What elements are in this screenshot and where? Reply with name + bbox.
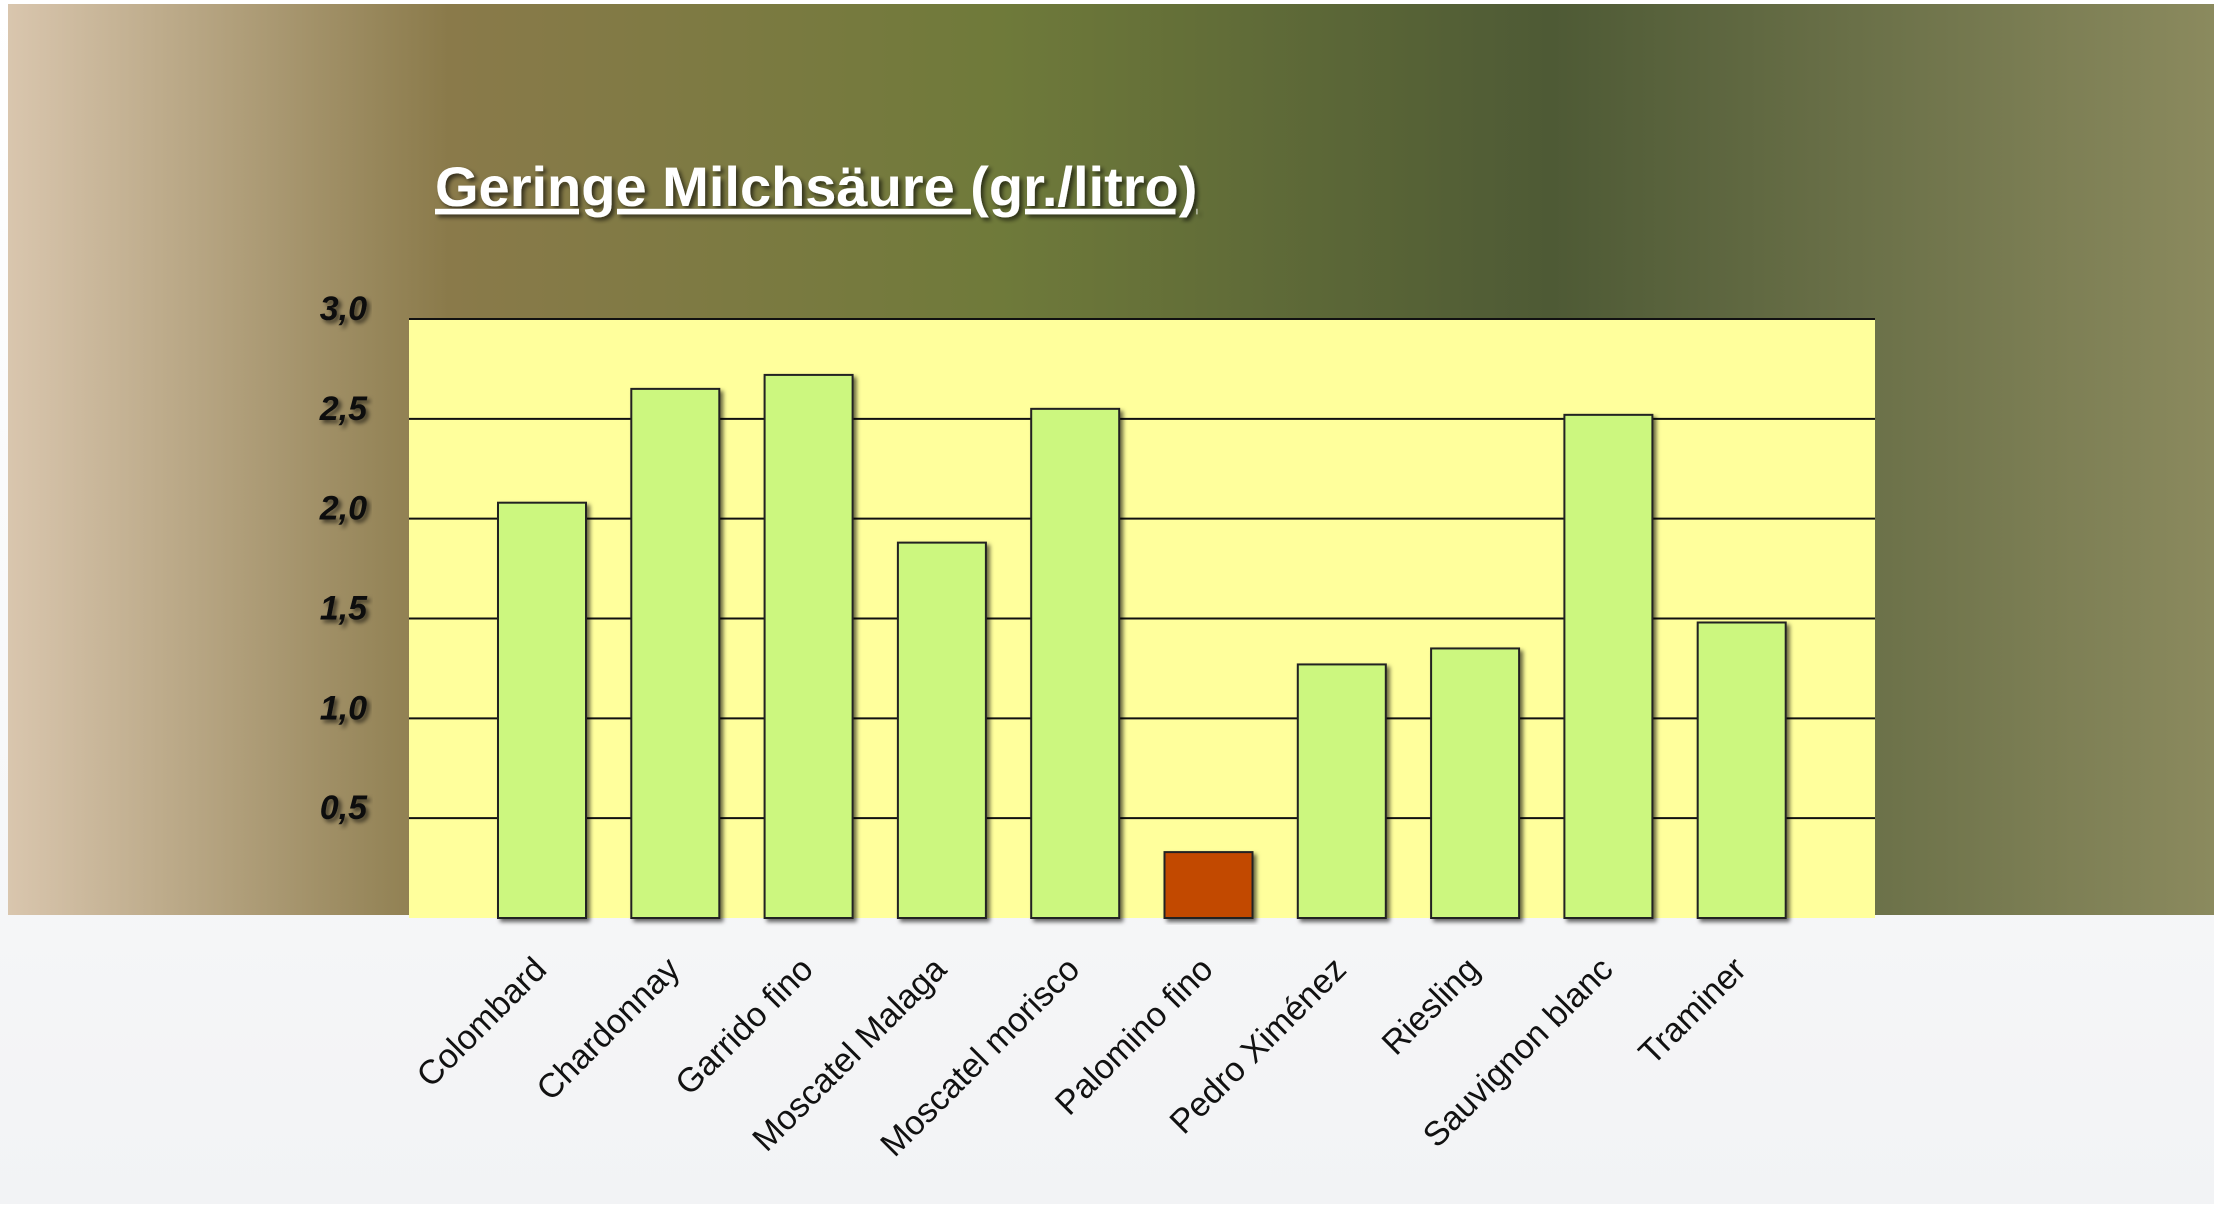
y-tick-label: 1,0 xyxy=(320,689,367,727)
bar xyxy=(1031,409,1119,918)
bar xyxy=(498,503,586,918)
y-tick-label: 1,5 xyxy=(320,589,368,627)
chart: Geringe Milchsäure (gr./litro) 0,5 1,0 1,5… xyxy=(0,0,2214,1204)
y-tick-label: 3,0 xyxy=(320,290,367,328)
y-tick-label: 2,0 xyxy=(319,490,367,528)
y-tick-label: 0,5 xyxy=(320,789,368,827)
bar xyxy=(1698,622,1786,918)
bar xyxy=(631,389,719,918)
y-tick-label: 2,5 xyxy=(319,390,368,428)
bar xyxy=(1165,852,1253,918)
bar xyxy=(765,375,853,918)
bar xyxy=(1298,664,1386,918)
chart-title: Geringe Milchsäure (gr./litro) xyxy=(435,155,1197,218)
bar xyxy=(1564,415,1652,918)
bar xyxy=(898,543,986,918)
bar xyxy=(1431,648,1519,918)
